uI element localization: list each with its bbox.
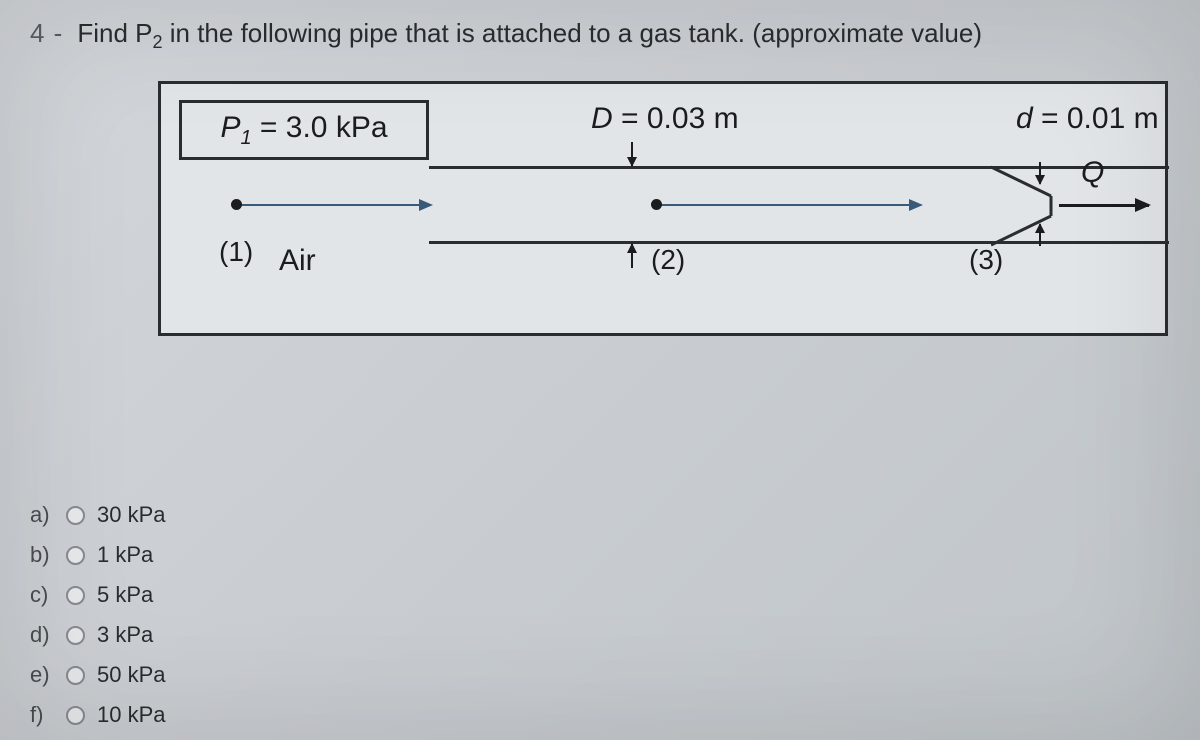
option-label: 3 kPa	[95, 622, 153, 648]
option-label: 30 kPa	[95, 502, 166, 528]
p1-prefix: P	[220, 111, 240, 144]
air-label: Air	[279, 244, 316, 278]
flow-out-arrow	[1059, 204, 1149, 207]
option-key: a)	[30, 502, 56, 528]
diagram: P1 = 3.0 kPa D = 0.03 m d = 0.01 m	[158, 81, 1168, 336]
p1-eq: = 3.0 kPa	[252, 111, 388, 144]
option-d[interactable]: d) 3 kPa	[30, 615, 166, 655]
question-text-prefix: Find P	[77, 18, 152, 48]
tank-pressure-box: P1 = 3.0 kPa	[179, 100, 429, 160]
dim-arrow-D-top	[631, 142, 633, 166]
question-row: 4 - Find P2 in the following pipe that i…	[30, 18, 1170, 53]
dim-arrow-d-bottom	[1039, 224, 1041, 246]
option-e[interactable]: e) 50 kPa	[30, 655, 166, 695]
option-key: d)	[30, 622, 56, 648]
Q-label: Q	[1081, 156, 1104, 190]
question-text: Find P2 in the following pipe that is at…	[77, 18, 982, 53]
dim-arrow-D-bottom	[631, 244, 633, 268]
option-b[interactable]: b) 1 kPa	[30, 535, 166, 575]
dim-arrow-d-top	[1039, 162, 1041, 184]
question-text-sub: 2	[153, 32, 163, 52]
flow-arrow-2	[661, 204, 921, 206]
option-label: 10 kPa	[95, 702, 166, 728]
option-key: b)	[30, 542, 56, 568]
label-D: D = 0.03 m	[591, 102, 739, 136]
radio-icon[interactable]	[66, 586, 85, 605]
option-key: e)	[30, 662, 56, 688]
p1-sub: 1	[240, 127, 251, 149]
option-c[interactable]: c) 5 kPa	[30, 575, 166, 615]
option-f[interactable]: f) 10 kPa	[30, 695, 166, 735]
point-1-label: (1)	[219, 236, 253, 268]
radio-icon[interactable]	[66, 706, 85, 725]
radio-icon[interactable]	[66, 506, 85, 525]
answer-options: a) 30 kPa b) 1 kPa c) 5 kPa d) 3 kPa e) …	[30, 495, 166, 735]
option-label: 1 kPa	[95, 542, 153, 568]
option-key: c)	[30, 582, 56, 608]
radio-icon[interactable]	[66, 546, 85, 565]
option-label: 5 kPa	[95, 582, 153, 608]
question-text-suffix: in the following pipe that is attached t…	[163, 18, 982, 48]
radio-icon[interactable]	[66, 666, 85, 685]
point-3-label: (3)	[969, 244, 1003, 276]
point-1-dot	[231, 199, 242, 210]
question-number: 4 -	[30, 18, 63, 49]
option-a[interactable]: a) 30 kPa	[30, 495, 166, 535]
flow-arrow-1	[241, 204, 431, 206]
option-key: f)	[30, 702, 56, 728]
page: 4 - Find P2 in the following pipe that i…	[0, 0, 1200, 740]
p1-label: P1 = 3.0 kPa	[220, 111, 387, 150]
label-d: d = 0.01 m	[1016, 102, 1159, 136]
option-label: 50 kPa	[95, 662, 166, 688]
point-2-label: (2)	[651, 244, 685, 276]
radio-icon[interactable]	[66, 626, 85, 645]
